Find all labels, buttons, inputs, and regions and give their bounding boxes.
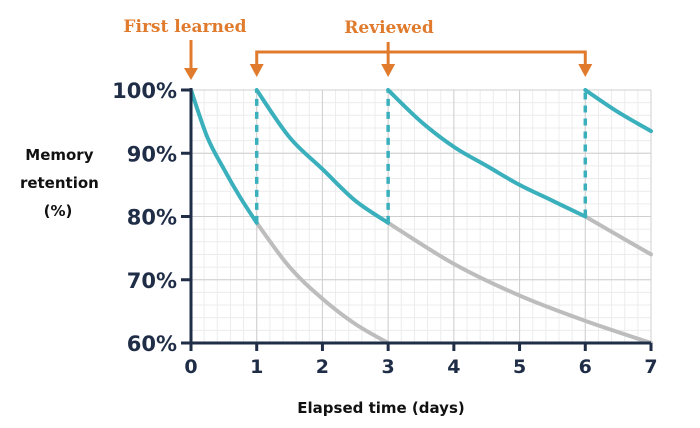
x-tick-label: 7: [644, 356, 657, 378]
retention-curve: [189, 88, 259, 225]
retention-curve: [386, 88, 588, 219]
annotation-arrow-head: [381, 64, 396, 77]
y-axis-label-line: (%): [44, 202, 73, 220]
y-axis-label-line: retention: [20, 174, 99, 192]
y-tick-label: 100%: [112, 79, 177, 103]
annotation-arrow-head: [578, 64, 593, 77]
annotation-arrow-head: [184, 68, 198, 80]
y-tick-label: 70%: [127, 269, 177, 293]
forgetting-curve: [386, 220, 653, 343]
tick-labels: 60% 70% 80% 90% 100% 0 1 2 3 4 5 6 7: [112, 79, 658, 378]
annotation-arrow-head: [249, 64, 264, 77]
y-tick-label: 60%: [127, 332, 177, 356]
x-tick-label: 0: [184, 356, 197, 378]
reviewed-bracket: [255, 50, 587, 66]
y-tick-label: 80%: [127, 206, 177, 230]
reviewed-annotation: Reviewed: [344, 18, 434, 38]
x-tick-label: 4: [447, 356, 460, 378]
annotations: First learned Reviewed: [123, 17, 593, 80]
x-tick-label: 1: [250, 356, 263, 378]
x-tick-label: 2: [316, 356, 329, 378]
x-tick-label: 6: [579, 356, 592, 378]
retention-curve: [583, 88, 653, 134]
retention-curve: [254, 88, 391, 225]
x-axis-label: Elapsed time (days): [297, 399, 464, 417]
forgetting-curve: [254, 220, 391, 343]
x-tick-label: 3: [382, 356, 395, 378]
y-tick-label: 90%: [127, 142, 177, 166]
y-axis-label: Memory retention (%): [20, 146, 104, 220]
y-axis-label-line: Memory: [25, 146, 93, 164]
series-layer: [189, 88, 653, 343]
forgetting-curve: [583, 214, 653, 257]
x-tick-label: 5: [513, 356, 526, 378]
first-learned-annotation: First learned: [123, 17, 246, 37]
